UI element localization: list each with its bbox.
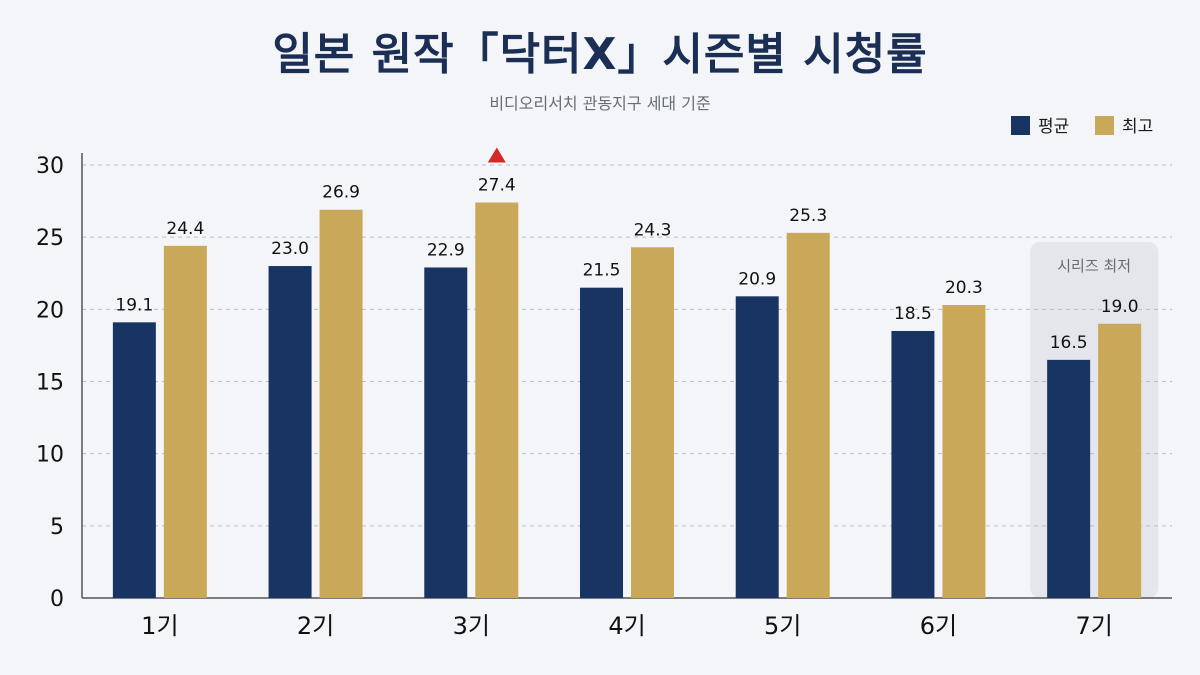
y-tick-label: 25 (36, 226, 64, 251)
value-label: 22.9 (427, 240, 465, 260)
bar-average (112, 322, 156, 598)
value-label: 23.0 (271, 239, 309, 259)
bar-peak (942, 305, 986, 598)
bar-average (424, 267, 468, 598)
bar-peak (163, 245, 207, 598)
bar-average (735, 296, 779, 598)
bar-peak (1098, 323, 1142, 598)
value-label: 19.1 (115, 295, 153, 315)
x-category-label: 5기 (764, 612, 801, 640)
chart-subtitle: 비디오리서치 관동지구 세대 기준 (489, 94, 711, 113)
bar-peak (475, 202, 519, 598)
value-label: 24.4 (166, 219, 204, 239)
x-category-label: 6기 (920, 612, 957, 640)
x-category-label: 4기 (608, 612, 645, 640)
bar-average (268, 266, 312, 598)
legend-label-peak: 최고 (1122, 117, 1153, 137)
legend-swatch-peak (1095, 116, 1114, 135)
bar-peak (631, 247, 674, 598)
bar-average (1047, 359, 1091, 598)
x-category-label: 7기 (1075, 612, 1112, 640)
chart-title: 일본 원작「닥터X」시즌별 시청률 (272, 29, 928, 80)
value-label: 26.9 (322, 183, 360, 203)
value-label: 21.5 (583, 261, 621, 281)
value-label: 27.4 (478, 176, 516, 196)
value-label: 16.5 (1050, 333, 1088, 353)
y-tick-label: 0 (50, 587, 64, 612)
value-label: 20.3 (945, 278, 983, 298)
y-tick-label: 20 (36, 298, 64, 323)
y-tick-label: 10 (36, 443, 64, 468)
legend-label-average: 평균 (1038, 117, 1069, 137)
x-category-label: 1기 (141, 612, 178, 640)
bar-peak (786, 232, 830, 598)
value-label: 19.0 (1101, 297, 1139, 317)
y-tick-label: 15 (36, 371, 64, 396)
value-label: 20.9 (738, 269, 776, 289)
legend-swatch-average (1011, 116, 1030, 135)
y-tick-label: 30 (36, 154, 64, 179)
bar-average (580, 287, 623, 598)
value-label: 24.3 (634, 220, 672, 240)
bar-peak (319, 209, 363, 598)
bar-average (891, 330, 935, 598)
value-label: 18.5 (894, 304, 932, 324)
lowest-season-label: 시리즈 최저 (1057, 257, 1131, 275)
x-category-label: 3기 (453, 612, 490, 640)
y-tick-label: 5 (50, 515, 64, 540)
highest-rating-marker (487, 147, 506, 163)
x-category-label: 2기 (297, 612, 334, 640)
value-label: 25.3 (789, 206, 827, 226)
